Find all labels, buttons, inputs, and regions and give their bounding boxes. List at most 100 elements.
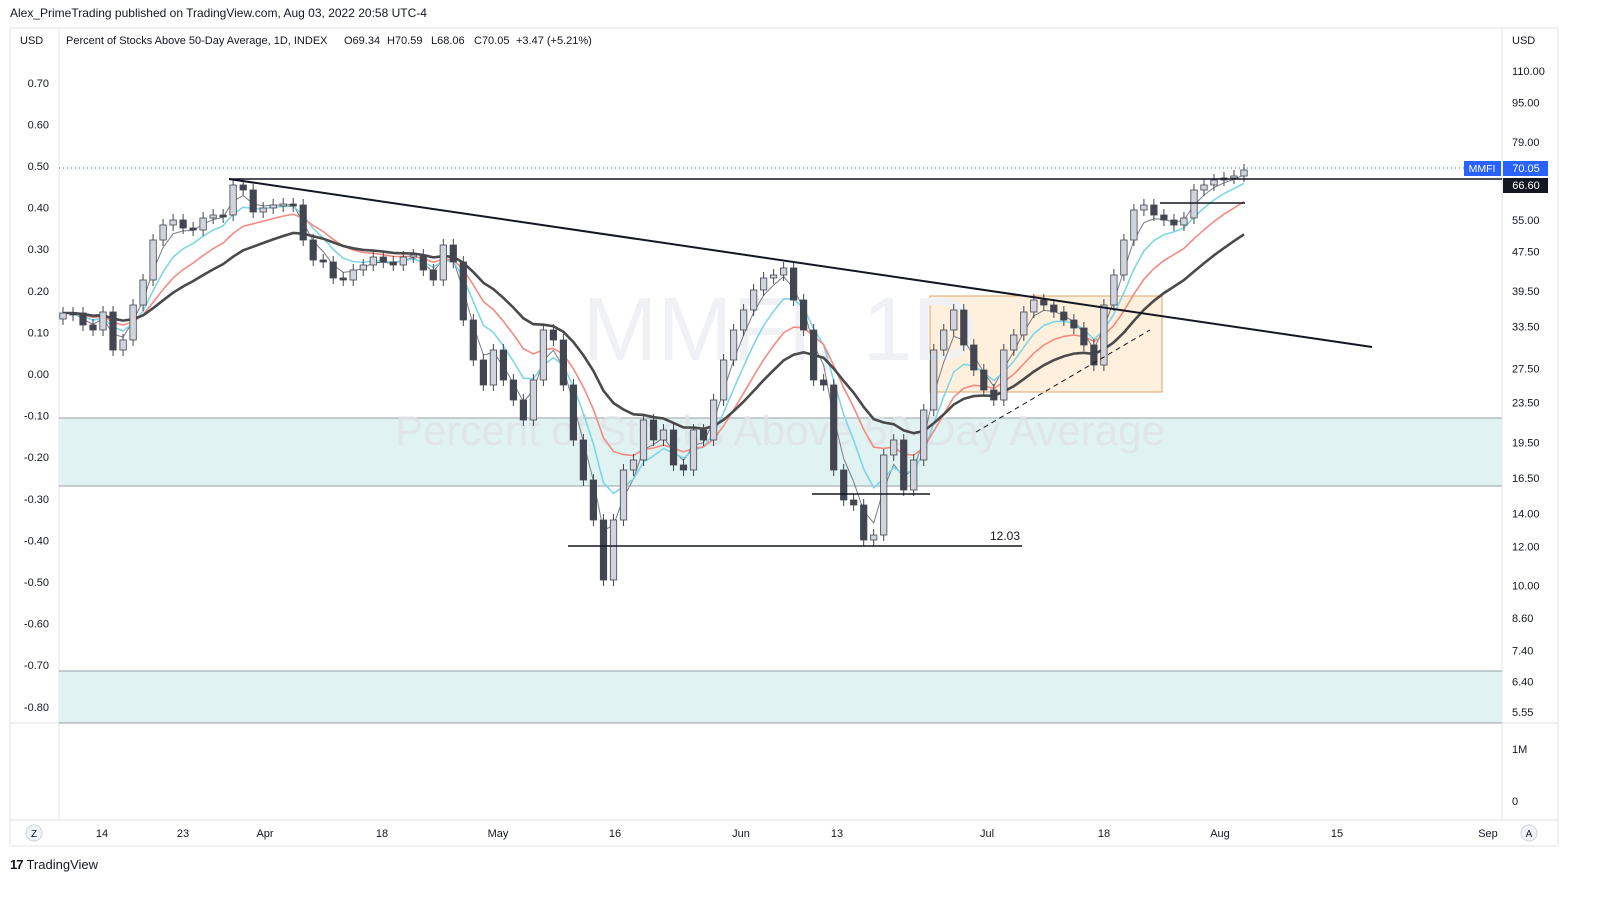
candle-body[interactable] xyxy=(299,204,307,241)
candle-body[interactable] xyxy=(659,429,668,441)
candle-body[interactable] xyxy=(209,214,217,219)
candle-body[interactable] xyxy=(990,389,998,401)
candle-body[interactable] xyxy=(1060,311,1068,321)
candle-body[interactable] xyxy=(609,519,618,581)
candle-body[interactable] xyxy=(980,369,988,391)
candle-body[interactable] xyxy=(469,319,477,361)
candle-body[interactable] xyxy=(99,311,107,331)
candle-body[interactable] xyxy=(1080,327,1088,346)
candle-body[interactable] xyxy=(1140,204,1148,211)
candle-body[interactable] xyxy=(770,274,778,279)
candle-body[interactable] xyxy=(1150,204,1158,216)
candle-body[interactable] xyxy=(349,269,357,281)
candle-body[interactable] xyxy=(790,267,798,301)
candle-body[interactable] xyxy=(1050,304,1058,313)
candle-body[interactable] xyxy=(89,324,97,331)
candle-body[interactable] xyxy=(579,439,588,481)
candle-body[interactable] xyxy=(439,244,447,281)
candle-body[interactable] xyxy=(569,384,578,441)
timezone-button[interactable]: Z xyxy=(25,824,43,842)
candle-body[interactable] xyxy=(920,409,928,461)
candle-body[interactable] xyxy=(619,469,628,521)
candle-body[interactable] xyxy=(1240,169,1248,177)
candle-body[interactable] xyxy=(800,299,808,331)
candle-body[interactable] xyxy=(780,267,788,276)
candle-body[interactable] xyxy=(559,339,568,386)
candle-body[interactable] xyxy=(589,479,598,521)
candle-body[interactable] xyxy=(1000,349,1008,401)
candle-body[interactable] xyxy=(960,309,968,346)
candle-body[interactable] xyxy=(109,311,117,351)
candle-body[interactable] xyxy=(1020,311,1028,336)
candle-body[interactable] xyxy=(1030,299,1038,313)
candle-body[interactable] xyxy=(179,219,187,229)
candle-body[interactable] xyxy=(239,184,247,191)
candle-body[interactable] xyxy=(189,227,197,231)
candle-body[interactable] xyxy=(1070,319,1078,329)
candle-body[interactable] xyxy=(720,359,728,401)
candle-body[interactable] xyxy=(850,499,858,506)
candle-body[interactable] xyxy=(129,304,137,341)
candle-body[interactable] xyxy=(1180,217,1188,226)
candle-body[interactable] xyxy=(1210,179,1218,186)
candle-body[interactable] xyxy=(1170,219,1178,226)
candle-body[interactable] xyxy=(409,254,417,258)
candle-body[interactable] xyxy=(599,519,608,581)
candle-body[interactable] xyxy=(139,279,147,306)
candle-body[interactable] xyxy=(699,429,708,441)
candle-body[interactable] xyxy=(379,256,387,263)
candle-body[interactable] xyxy=(860,504,868,541)
candle-body[interactable] xyxy=(1190,189,1198,219)
auto-scale-button[interactable]: A xyxy=(1520,824,1538,842)
candle-body[interactable] xyxy=(820,379,828,386)
candle-body[interactable] xyxy=(679,464,688,471)
candle-body[interactable] xyxy=(1130,209,1138,241)
candle-body[interactable] xyxy=(169,219,177,226)
candle-body[interactable] xyxy=(750,289,758,311)
candle-body[interactable] xyxy=(369,256,377,266)
candle-body[interactable] xyxy=(309,239,317,261)
footer-brand[interactable]: 17 TradingView xyxy=(10,857,98,872)
candle-body[interactable] xyxy=(149,239,157,281)
candle-body[interactable] xyxy=(649,419,658,441)
candle-body[interactable] xyxy=(69,312,77,316)
candle-body[interactable] xyxy=(249,189,257,213)
candle-body[interactable] xyxy=(880,454,888,536)
candle-body[interactable] xyxy=(1090,344,1098,366)
downtrend-line[interactable] xyxy=(228,178,1373,348)
candle-body[interactable] xyxy=(269,204,277,209)
candle-body[interactable] xyxy=(689,429,698,471)
candle-body[interactable] xyxy=(279,203,287,207)
candle-body[interactable] xyxy=(1200,184,1208,191)
candle-body[interactable] xyxy=(910,459,918,491)
candle-body[interactable] xyxy=(229,184,237,216)
candle-body[interactable] xyxy=(199,217,207,231)
candle-body[interactable] xyxy=(549,329,558,341)
candle-body[interactable] xyxy=(1110,274,1118,306)
candle-body[interactable] xyxy=(1100,304,1108,366)
candle-body[interactable] xyxy=(890,439,898,456)
candle-body[interactable] xyxy=(539,329,548,381)
candle-body[interactable] xyxy=(159,224,167,241)
candle-body[interactable] xyxy=(1120,239,1128,276)
candle-body[interactable] xyxy=(479,359,488,386)
candle-body[interactable] xyxy=(289,203,297,207)
candle-body[interactable] xyxy=(419,254,427,271)
candle-body[interactable] xyxy=(940,329,948,351)
candle-body[interactable] xyxy=(519,399,528,421)
candle-body[interactable] xyxy=(1230,175,1238,179)
candle-body[interactable] xyxy=(970,344,978,371)
candle-body[interactable] xyxy=(509,379,518,401)
candle-body[interactable] xyxy=(329,261,337,279)
candle-body[interactable] xyxy=(760,277,768,291)
candle-body[interactable] xyxy=(119,339,127,351)
candle-body[interactable] xyxy=(1010,334,1018,351)
candle-body[interactable] xyxy=(499,349,508,381)
candle-body[interactable] xyxy=(710,399,718,441)
candle-body[interactable] xyxy=(319,259,327,263)
candle-body[interactable] xyxy=(900,439,908,491)
candle-body[interactable] xyxy=(930,349,938,411)
candle-body[interactable] xyxy=(359,264,367,271)
candle-body[interactable] xyxy=(1040,299,1048,306)
candle-body[interactable] xyxy=(840,469,848,501)
